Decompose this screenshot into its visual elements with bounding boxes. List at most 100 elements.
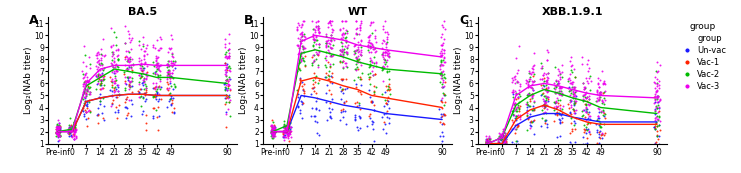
Point bbox=[511, 128, 522, 130]
Point bbox=[525, 86, 536, 89]
Point bbox=[281, 133, 293, 135]
Point bbox=[496, 138, 508, 141]
Point bbox=[499, 142, 511, 145]
Point bbox=[324, 102, 336, 104]
Point bbox=[507, 90, 519, 93]
Point bbox=[363, 89, 375, 91]
Point bbox=[539, 101, 551, 104]
Point bbox=[319, 75, 331, 78]
Point bbox=[568, 101, 580, 104]
Point bbox=[224, 67, 236, 69]
Point bbox=[119, 56, 131, 58]
Point bbox=[64, 124, 76, 127]
Point bbox=[576, 81, 588, 84]
Point bbox=[122, 60, 134, 62]
Point bbox=[92, 75, 104, 78]
Point bbox=[333, 60, 345, 63]
Point bbox=[53, 134, 64, 137]
Point bbox=[265, 118, 277, 121]
Point bbox=[81, 117, 93, 120]
Point bbox=[496, 136, 508, 139]
Point bbox=[594, 85, 605, 88]
Point bbox=[480, 142, 492, 145]
Point bbox=[296, 85, 308, 88]
Point bbox=[325, 24, 336, 26]
Point bbox=[584, 121, 596, 124]
Point bbox=[267, 133, 279, 135]
Point bbox=[553, 81, 565, 84]
Point bbox=[536, 86, 548, 89]
Point bbox=[113, 92, 124, 95]
Point bbox=[66, 136, 78, 138]
Point bbox=[70, 129, 82, 131]
Point bbox=[122, 67, 134, 70]
Point bbox=[482, 142, 494, 145]
Point bbox=[510, 108, 522, 111]
Point bbox=[591, 119, 603, 122]
Point bbox=[121, 97, 133, 100]
Point bbox=[308, 58, 320, 61]
Point bbox=[223, 48, 235, 51]
Point bbox=[95, 58, 107, 61]
Point bbox=[579, 92, 591, 95]
Point bbox=[67, 130, 79, 133]
Point bbox=[91, 68, 103, 70]
Point bbox=[122, 111, 134, 114]
Point bbox=[140, 128, 152, 131]
Point bbox=[495, 134, 507, 136]
Point bbox=[554, 76, 566, 78]
Point bbox=[124, 57, 136, 60]
Point bbox=[91, 75, 103, 78]
Point bbox=[282, 129, 293, 131]
Point bbox=[337, 26, 349, 29]
Point bbox=[153, 49, 165, 52]
Point bbox=[522, 103, 534, 106]
Point bbox=[310, 52, 322, 55]
Point bbox=[278, 132, 290, 135]
Point bbox=[169, 85, 181, 88]
Point bbox=[79, 71, 91, 74]
Point bbox=[110, 95, 122, 98]
Point bbox=[380, 101, 392, 104]
Point bbox=[438, 122, 450, 125]
Point bbox=[554, 121, 565, 124]
Point bbox=[365, 76, 376, 79]
Point bbox=[568, 140, 580, 143]
Point bbox=[651, 130, 663, 133]
Point bbox=[52, 132, 64, 135]
Point bbox=[96, 79, 108, 82]
Point bbox=[91, 54, 103, 56]
Point bbox=[566, 64, 578, 67]
Point bbox=[354, 78, 366, 81]
Point bbox=[436, 23, 448, 26]
Point bbox=[150, 85, 162, 88]
Point bbox=[436, 131, 448, 133]
Point bbox=[153, 67, 165, 70]
Point bbox=[299, 36, 310, 39]
Point bbox=[150, 82, 162, 84]
Point bbox=[164, 77, 176, 80]
Point bbox=[482, 141, 494, 144]
Point bbox=[363, 77, 375, 80]
Point bbox=[105, 80, 117, 83]
Point bbox=[164, 48, 176, 50]
Point bbox=[133, 91, 144, 94]
Point bbox=[223, 101, 235, 103]
Point bbox=[341, 87, 353, 89]
Point bbox=[267, 129, 279, 131]
Point bbox=[527, 104, 539, 107]
Point bbox=[599, 112, 611, 115]
Point bbox=[536, 78, 548, 81]
Point bbox=[508, 98, 520, 100]
Point bbox=[579, 87, 591, 90]
Point bbox=[140, 89, 152, 91]
Point bbox=[165, 95, 177, 98]
Point bbox=[536, 112, 548, 114]
Point bbox=[165, 82, 176, 84]
Point bbox=[106, 78, 118, 80]
Point bbox=[483, 142, 495, 145]
Point bbox=[168, 110, 180, 113]
Point bbox=[511, 122, 523, 125]
Point bbox=[334, 53, 346, 56]
Point bbox=[593, 98, 605, 101]
